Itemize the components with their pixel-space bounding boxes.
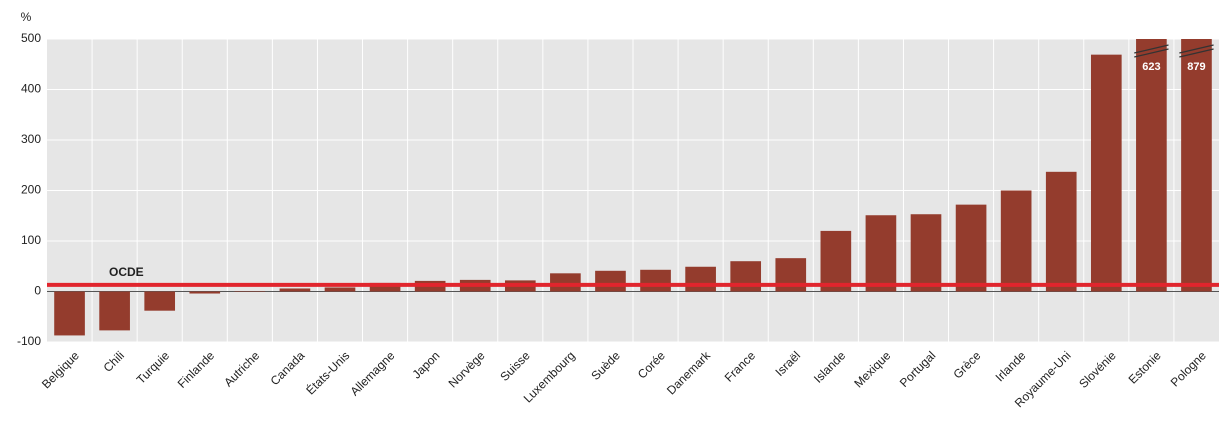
bar [1181,39,1212,292]
x-tick-label: Corée [635,348,668,381]
x-tick-label: Autriche [221,348,262,389]
bar [820,230,852,292]
x-tick-label: Slovénie [1076,348,1119,391]
x-tick-label: Chili [101,348,127,374]
y-tick-label: -100 [17,334,41,348]
x-tick-label: Islande [811,348,848,385]
bar [1045,171,1077,292]
x-tick-label: Danemark [664,348,714,398]
y-tick-label: 500 [21,31,41,45]
y-tick-label: 100 [21,233,41,247]
x-tick-label: Norvège [446,348,488,390]
x-tick-label: Estonie [1126,348,1164,386]
axis-break [1179,48,1214,58]
x-tick-label: Portugal [897,348,939,390]
bar [234,290,266,292]
bar [54,291,85,336]
bar [1090,54,1122,292]
bar [1000,190,1032,292]
axis-break [1134,44,1169,54]
bar [369,282,401,292]
bar [910,214,942,292]
x-tick-label: Suède [588,348,623,383]
x-tick-label: Israël [772,348,803,379]
reference-label: OCDE [109,265,144,279]
bar [144,291,176,311]
bar [955,204,987,292]
x-tick-label: Allemagne [347,348,397,398]
x-tick-label: États-Unis [303,348,353,398]
bar [685,266,716,292]
bar [324,287,356,292]
axis-break [1179,44,1214,54]
bar [189,291,221,294]
y-tick-label: 300 [21,132,41,146]
x-tick-label: Finlande [175,348,218,391]
bar [730,261,762,292]
x-tick-label: Suisse [497,348,533,384]
bar [640,269,671,292]
value-label: 623 [1142,61,1160,73]
bar [279,288,311,292]
x-tick-label: Japon [409,348,442,381]
bar [550,273,581,292]
x-tick-label: Pologne [1168,348,1209,389]
bar [865,215,897,292]
bar [1136,39,1167,292]
y-tick-label: 200 [21,183,41,197]
x-tick-label: Canada [268,348,308,388]
axis-break [1134,48,1169,58]
y-tick-label: 0 [34,284,41,298]
bar [595,270,626,292]
x-tick-label: France [722,348,759,385]
x-tick-label: Turquie [134,348,173,387]
bar [99,291,130,331]
value-label: 879 [1187,61,1205,73]
y-axis-label: % [21,10,32,24]
x-tick-label: Belgique [39,348,82,391]
x-tick-label: Grèce [950,348,983,381]
y-tick-label: 400 [21,82,41,96]
x-tick-label: Irlande [993,348,1029,384]
x-tick-label: Mexique [851,348,893,390]
